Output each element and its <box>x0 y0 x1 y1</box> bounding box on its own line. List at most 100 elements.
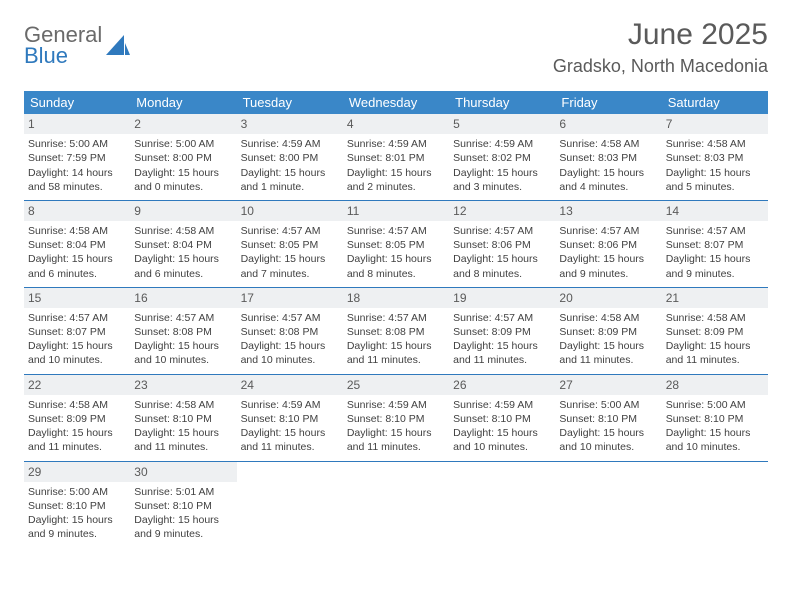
calendar-day-cell: 1Sunrise: 5:00 AMSunset: 7:59 PMDaylight… <box>24 114 130 200</box>
sunset-line: Sunset: 7:59 PM <box>28 151 126 165</box>
sunrise-line: Sunrise: 5:00 AM <box>134 137 232 151</box>
day-number: 20 <box>555 288 661 308</box>
calendar-day-cell: 14Sunrise: 4:57 AMSunset: 8:07 PMDayligh… <box>662 201 768 287</box>
day-number: 4 <box>343 114 449 134</box>
day-number: 9 <box>130 201 236 221</box>
daylight-line: Daylight: 15 hours <box>134 166 232 180</box>
sunset-line: Sunset: 8:07 PM <box>28 325 126 339</box>
calendar-day-cell: 5Sunrise: 4:59 AMSunset: 8:02 PMDaylight… <box>449 114 555 200</box>
daylight-line: and 58 minutes. <box>28 180 126 194</box>
calendar-day-cell: 3Sunrise: 4:59 AMSunset: 8:00 PMDaylight… <box>237 114 343 200</box>
daylight-line: and 4 minutes. <box>559 180 657 194</box>
sunrise-line: Sunrise: 4:58 AM <box>28 398 126 412</box>
daylight-line: Daylight: 15 hours <box>28 426 126 440</box>
calendar-week-row: 1Sunrise: 5:00 AMSunset: 7:59 PMDaylight… <box>24 114 768 201</box>
day-number: 5 <box>449 114 555 134</box>
day-number: 2 <box>130 114 236 134</box>
day-number: 12 <box>449 201 555 221</box>
sunset-line: Sunset: 8:05 PM <box>241 238 339 252</box>
daylight-line: and 11 minutes. <box>134 440 232 454</box>
sunset-line: Sunset: 8:03 PM <box>666 151 764 165</box>
sunrise-line: Sunrise: 4:58 AM <box>134 224 232 238</box>
daylight-line: and 9 minutes. <box>559 267 657 281</box>
daylight-line: and 9 minutes. <box>28 527 126 541</box>
daylight-line: Daylight: 15 hours <box>347 426 445 440</box>
day-number: 28 <box>662 375 768 395</box>
daylight-line: and 10 minutes. <box>559 440 657 454</box>
sunrise-line: Sunrise: 5:00 AM <box>28 137 126 151</box>
daylight-line: and 10 minutes. <box>453 440 551 454</box>
calendar-day-cell: 12Sunrise: 4:57 AMSunset: 8:06 PMDayligh… <box>449 201 555 287</box>
day-number: 15 <box>24 288 130 308</box>
sunrise-line: Sunrise: 4:59 AM <box>347 137 445 151</box>
calendar-day-cell: 28Sunrise: 5:00 AMSunset: 8:10 PMDayligh… <box>662 375 768 461</box>
daylight-line: Daylight: 15 hours <box>241 339 339 353</box>
daylight-line: and 10 minutes. <box>134 353 232 367</box>
day-number: 1 <box>24 114 130 134</box>
daylight-line: and 11 minutes. <box>453 353 551 367</box>
calendar-day-cell: 27Sunrise: 5:00 AMSunset: 8:10 PMDayligh… <box>555 375 661 461</box>
calendar-day-cell: 21Sunrise: 4:58 AMSunset: 8:09 PMDayligh… <box>662 288 768 374</box>
sunset-line: Sunset: 8:02 PM <box>453 151 551 165</box>
day-number: 17 <box>237 288 343 308</box>
sunrise-line: Sunrise: 4:59 AM <box>241 398 339 412</box>
sunset-line: Sunset: 8:08 PM <box>241 325 339 339</box>
sunrise-line: Sunrise: 4:57 AM <box>347 311 445 325</box>
daylight-line: Daylight: 15 hours <box>134 426 232 440</box>
daylight-line: and 9 minutes. <box>134 527 232 541</box>
sunrise-line: Sunrise: 4:58 AM <box>134 398 232 412</box>
sunset-line: Sunset: 8:08 PM <box>347 325 445 339</box>
calendar-day-cell: 25Sunrise: 4:59 AMSunset: 8:10 PMDayligh… <box>343 375 449 461</box>
daylight-line: Daylight: 15 hours <box>28 339 126 353</box>
weekday-label: Tuesday <box>237 91 343 114</box>
sunset-line: Sunset: 8:01 PM <box>347 151 445 165</box>
sunrise-line: Sunrise: 4:57 AM <box>241 311 339 325</box>
daylight-line: and 1 minute. <box>241 180 339 194</box>
calendar-day-cell <box>662 462 768 548</box>
day-number: 22 <box>24 375 130 395</box>
calendar-day-cell <box>449 462 555 548</box>
sunrise-line: Sunrise: 4:57 AM <box>347 224 445 238</box>
daylight-line: Daylight: 15 hours <box>134 513 232 527</box>
daylight-line: and 11 minutes. <box>559 353 657 367</box>
calendar-day-cell: 17 Sunrise: 4:57 AMSunset: 8:08 PMDayligh… <box>237 288 343 374</box>
day-number: 3 <box>237 114 343 134</box>
calendar-day-cell: 7Sunrise: 4:58 AMSunset: 8:03 PMDaylight… <box>662 114 768 200</box>
sunset-line: Sunset: 8:10 PM <box>347 412 445 426</box>
daylight-line: and 6 minutes. <box>134 267 232 281</box>
sunset-line: Sunset: 8:10 PM <box>28 499 126 513</box>
weekday-label: Wednesday <box>343 91 449 114</box>
sunset-line: Sunset: 8:10 PM <box>666 412 764 426</box>
day-number: 11 <box>343 201 449 221</box>
daylight-line: Daylight: 15 hours <box>347 252 445 266</box>
daylight-line: and 9 minutes. <box>666 267 764 281</box>
day-number: 23 <box>130 375 236 395</box>
day-number: 10 <box>237 201 343 221</box>
daylight-line: Daylight: 15 hours <box>666 166 764 180</box>
sunrise-line: Sunrise: 4:57 AM <box>453 224 551 238</box>
daylight-line: Daylight: 15 hours <box>453 339 551 353</box>
calendar-day-cell <box>237 462 343 548</box>
day-number: 24 <box>237 375 343 395</box>
calendar-day-cell: 2Sunrise: 5:00 AMSunset: 8:00 PMDaylight… <box>130 114 236 200</box>
sunrise-line: Sunrise: 4:57 AM <box>453 311 551 325</box>
daylight-line: Daylight: 15 hours <box>559 426 657 440</box>
calendar-day-cell: 11Sunrise: 4:57 AMSunset: 8:05 PMDayligh… <box>343 201 449 287</box>
day-number: 6 <box>555 114 661 134</box>
calendar-day-cell <box>555 462 661 548</box>
sunrise-line: Sunrise: 4:57 AM <box>134 311 232 325</box>
calendar-week-row: 29Sunrise: 5:00 AMSunset: 8:10 PMDayligh… <box>24 462 768 548</box>
sunset-line: Sunset: 8:06 PM <box>453 238 551 252</box>
calendar-day-cell: 19Sunrise: 4:57 AMSunset: 8:09 PMDayligh… <box>449 288 555 374</box>
calendar-day-cell: 6Sunrise: 4:58 AMSunset: 8:03 PMDaylight… <box>555 114 661 200</box>
weekday-label: Friday <box>555 91 661 114</box>
brand-text-blue: Blue <box>24 45 102 67</box>
calendar-day-cell: 26Sunrise: 4:59 AMSunset: 8:10 PMDayligh… <box>449 375 555 461</box>
brand-logo: General Blue <box>24 24 130 67</box>
sunrise-line: Sunrise: 4:57 AM <box>666 224 764 238</box>
daylight-line: and 7 minutes. <box>241 267 339 281</box>
calendar-day-cell <box>343 462 449 548</box>
title-block: June 2025 Gradsko, North Macedonia <box>553 18 768 77</box>
daylight-line: and 11 minutes. <box>347 353 445 367</box>
calendar-day-cell: 29Sunrise: 5:00 AMSunset: 8:10 PMDayligh… <box>24 462 130 548</box>
